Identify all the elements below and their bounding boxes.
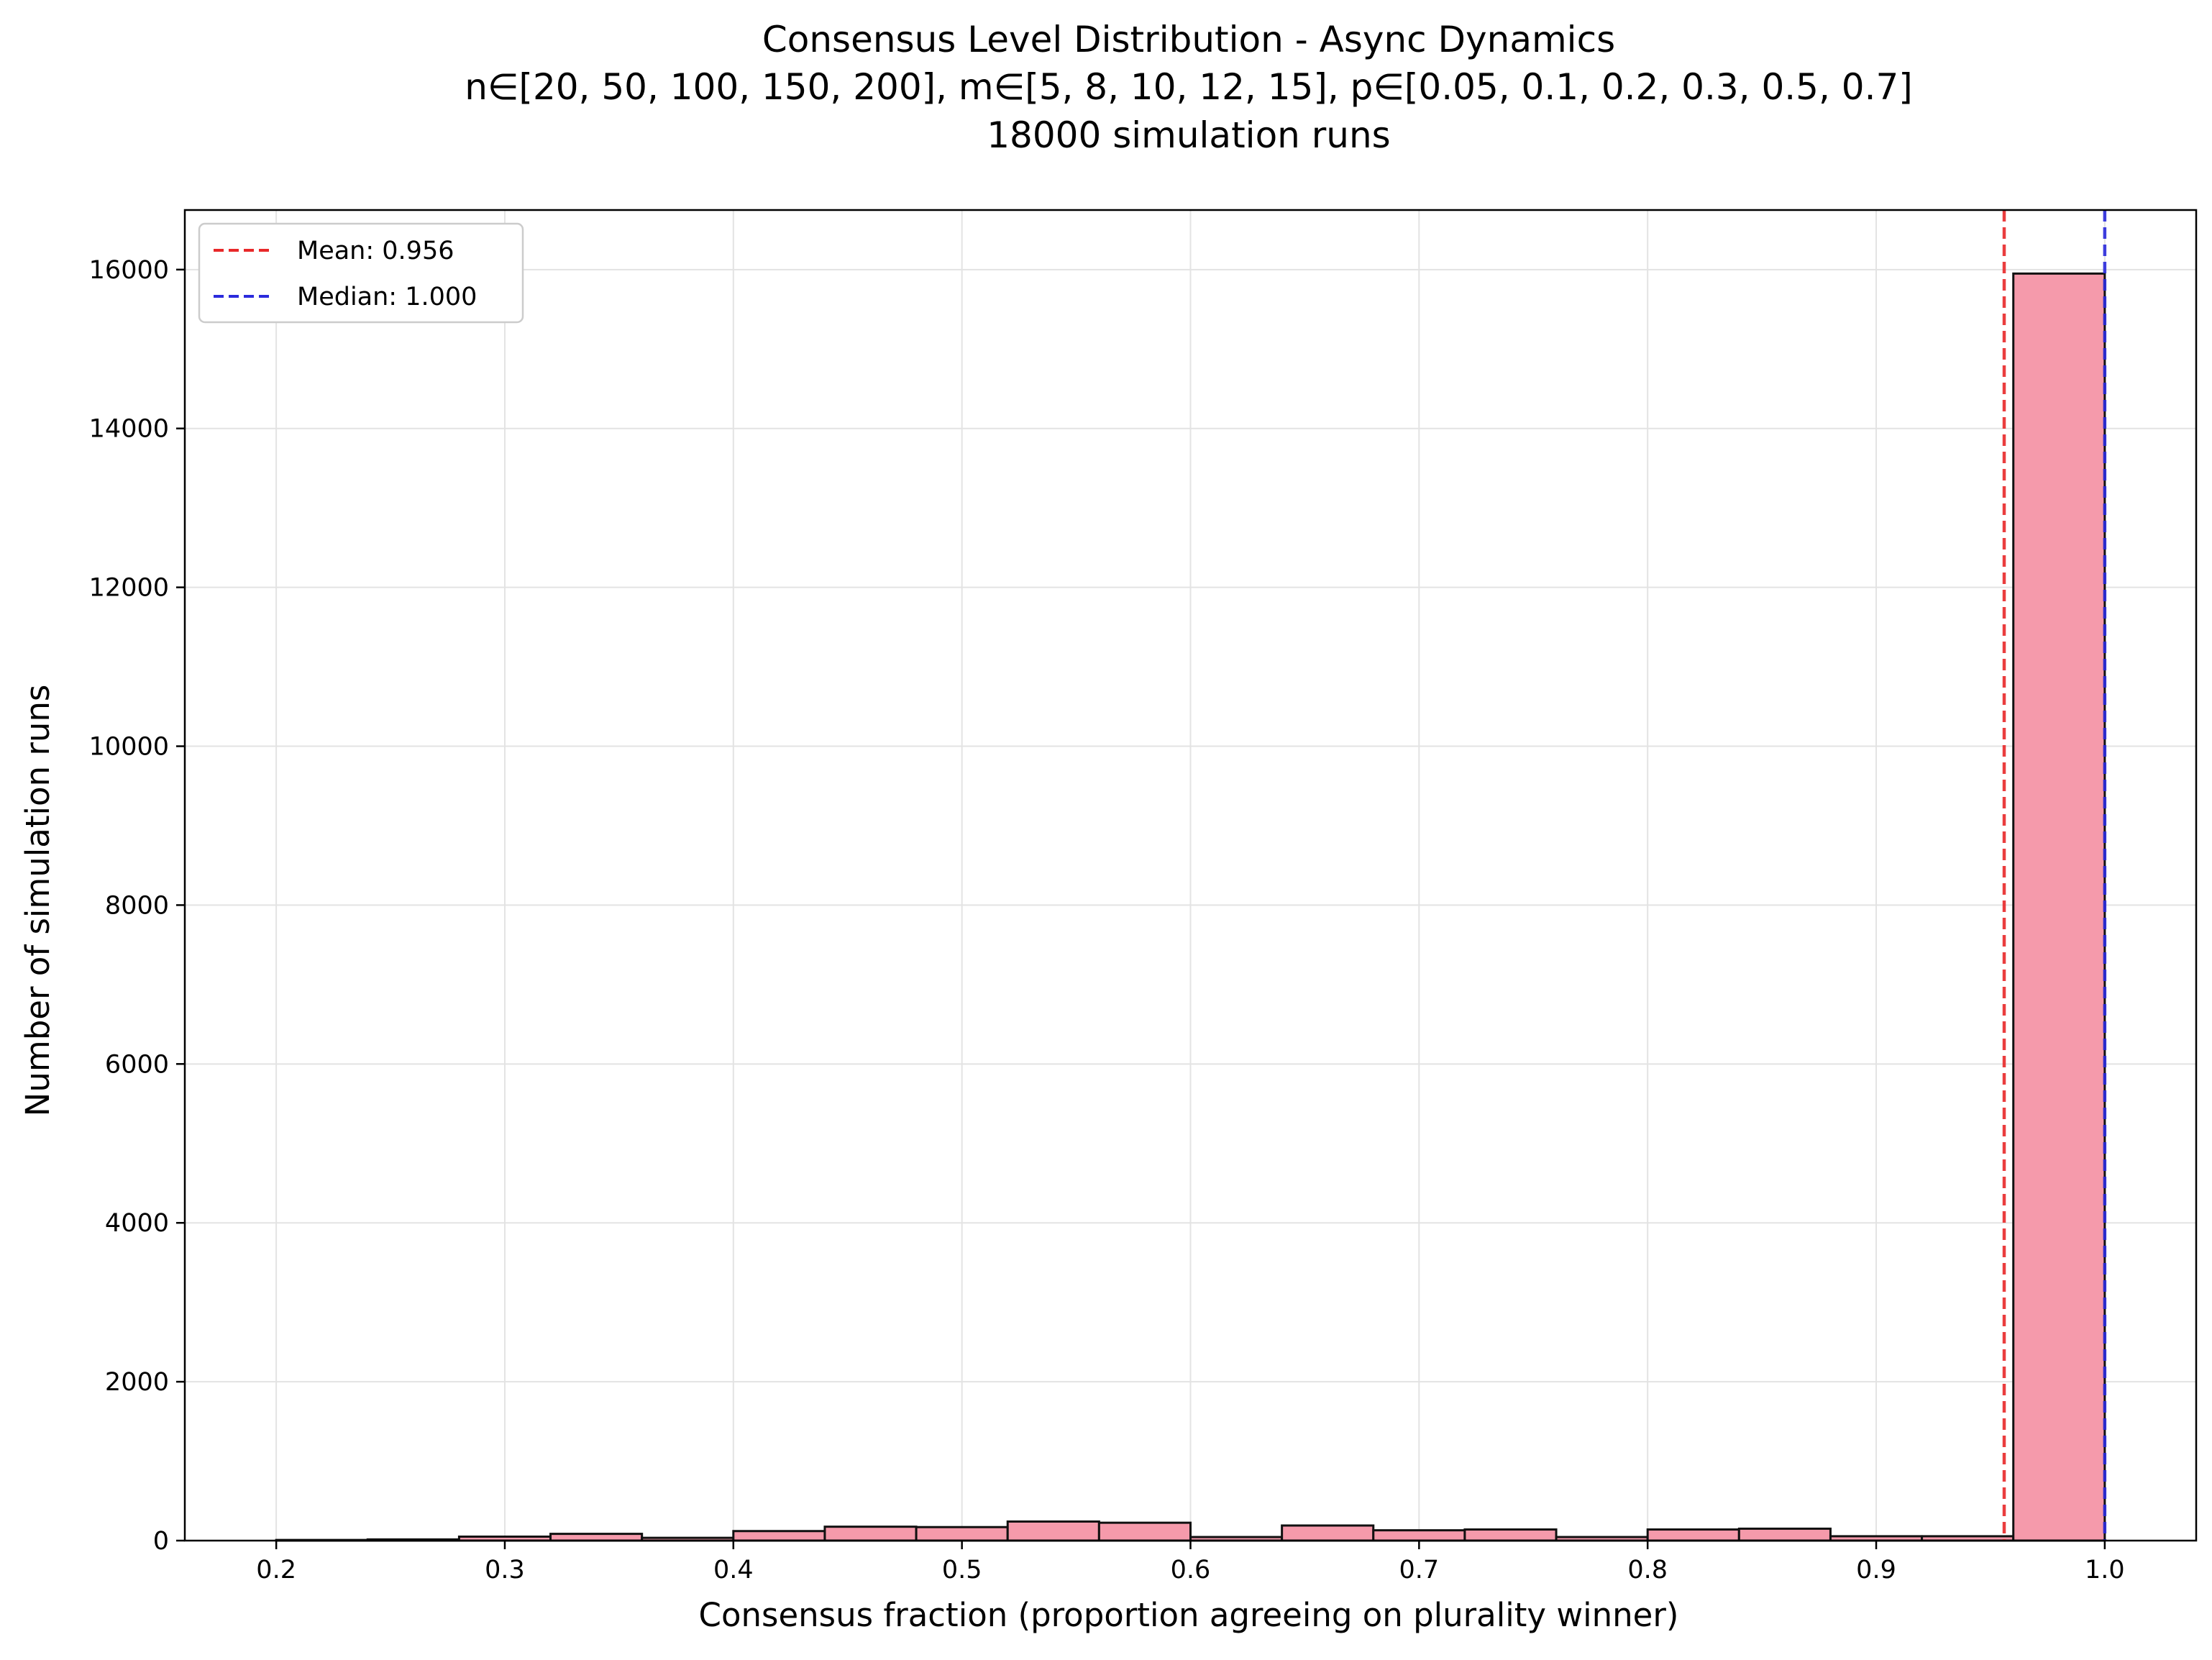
chart-title: Consensus Level Distribution - Async Dyn…	[465, 19, 1913, 156]
chart-title-line-3: 18000 simulation runs	[987, 114, 1390, 156]
x-tick-label: 0.7	[1399, 1556, 1440, 1584]
y-tick-label: 16000	[89, 256, 169, 285]
y-axis-ticks: 0 2000 4000 6000 8000 10000 12000 14000 16000	[89, 256, 185, 1556]
y-tick-label: 8000	[105, 891, 169, 920]
histogram-bar	[1737, 1527, 1832, 1542]
histogram-bar	[732, 1530, 826, 1542]
x-axis-ticks: 0.2 0.3 0.4 0.5 0.6 0.7 0.8 0.9 1.0	[256, 1541, 2125, 1584]
grid-lines	[185, 210, 2196, 1541]
histogram-bar	[549, 1533, 644, 1542]
x-tick-label: 0.5	[942, 1556, 982, 1584]
x-tick-label: 0.8	[1627, 1556, 1668, 1584]
legend-mean-label: Mean: 0.956	[297, 237, 454, 265]
histogram-bar	[915, 1526, 1009, 1542]
histogram-bar	[1646, 1528, 1740, 1542]
y-tick-label: 6000	[105, 1050, 169, 1079]
histogram-bar	[1372, 1529, 1466, 1542]
histogram-bar	[1281, 1524, 1375, 1542]
histogram-bar	[1097, 1521, 1192, 1542]
chart-title-line-1: Consensus Level Distribution - Async Dyn…	[762, 19, 1615, 60]
y-axis-label: Number of simulation runs	[19, 685, 57, 1117]
x-tick-label: 0.6	[1171, 1556, 1211, 1584]
x-tick-label: 0.3	[485, 1556, 525, 1584]
x-tick-label: 1.0	[2085, 1556, 2125, 1584]
y-tick-label: 14000	[89, 415, 169, 444]
legend-box	[198, 222, 524, 324]
x-tick-label: 0.9	[1856, 1556, 1896, 1584]
histogram-bar	[2012, 272, 2106, 1542]
y-tick-label: 12000	[89, 574, 169, 603]
y-tick-label: 10000	[89, 733, 169, 762]
legend-median-label: Median: 1.000	[297, 283, 477, 311]
reference-lines	[2002, 210, 2107, 1541]
legend: Mean: 0.956 Median: 1.000	[198, 222, 524, 324]
x-tick-label: 0.2	[256, 1556, 296, 1584]
y-tick-label: 0	[153, 1527, 169, 1556]
histogram-bar	[823, 1526, 918, 1542]
y-tick-label: 4000	[105, 1209, 169, 1238]
x-axis-label: Consensus fraction (proportion agreeing …	[699, 1596, 1679, 1634]
x-tick-label: 0.4	[713, 1556, 754, 1584]
chart-title-line-2: n∈[20, 50, 100, 150, 200], m∈[5, 8, 10, …	[465, 66, 1913, 108]
histogram-bar	[1463, 1528, 1558, 1542]
histogram-bar	[1006, 1520, 1100, 1542]
y-tick-label: 2000	[105, 1368, 169, 1397]
